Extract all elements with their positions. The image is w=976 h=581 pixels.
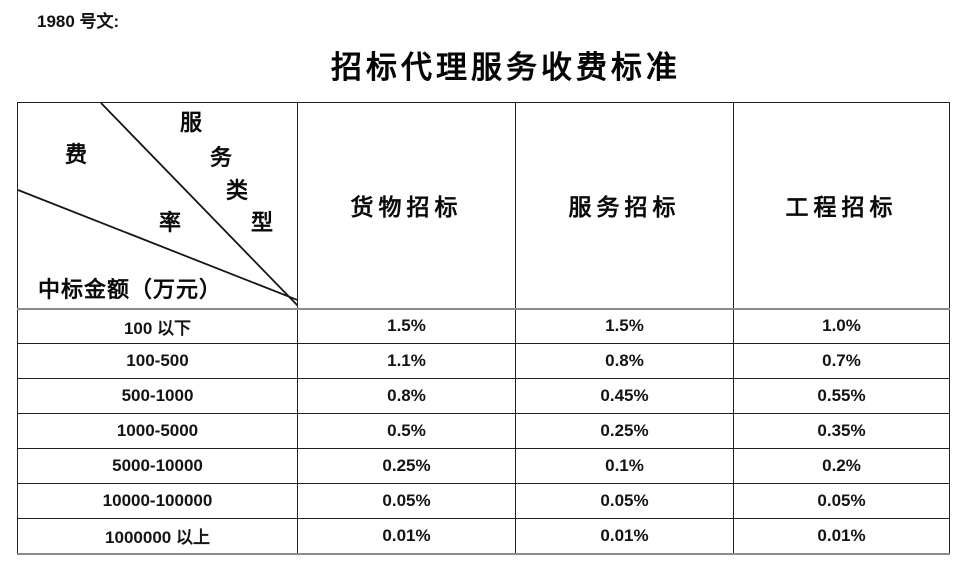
amount-range-cell: 5000-10000	[17, 448, 298, 484]
column-header-goods: 货物招标	[297, 102, 516, 310]
amount-range-cell: 500-1000	[17, 378, 298, 414]
diagonal-lines	[18, 103, 297, 306]
table-row: 100-500 1.1% 0.8% 0.7%	[17, 343, 950, 379]
table-row: 500-1000 0.8% 0.45% 0.55%	[17, 378, 950, 414]
corner-label-service-type-char: 型	[251, 210, 274, 235]
corner-amount-axis-label: 中标金额（万元）	[38, 277, 223, 302]
table-row: 10000-100000 0.05% 0.05% 0.05%	[17, 483, 950, 519]
goods-rate-cell: 0.25%	[297, 448, 516, 484]
table-row: 5000-10000 0.25% 0.1% 0.2%	[17, 448, 950, 484]
amount-range-cell: 10000-100000	[17, 483, 298, 519]
page-title: 招标代理服务收费标准	[331, 50, 681, 85]
fee-standard-table: 服 务 类 型 费 率 中标金额（万元） 货物招标 服务招标 工程招标 100 …	[17, 102, 950, 555]
corner-label-service-type-char: 服	[180, 110, 203, 135]
goods-rate-cell: 1.5%	[297, 308, 516, 344]
corner-label-service-type-char: 务	[210, 145, 233, 170]
service-rate-cell: 0.25%	[515, 413, 734, 449]
amount-range-cell: 1000000 以上	[17, 518, 298, 555]
goods-rate-cell: 1.1%	[297, 343, 516, 379]
goods-rate-cell: 0.05%	[297, 483, 516, 519]
service-rate-cell: 0.8%	[515, 343, 734, 379]
column-header-engineering: 工程招标	[733, 102, 950, 310]
document-ref-label: 1980 号文:	[37, 12, 120, 31]
amount-range-cell: 1000-5000	[17, 413, 298, 449]
diagonal-corner-cell: 服 务 类 型 费 率 中标金额（万元）	[17, 102, 298, 310]
corner-label-fee-rate-char: 率	[159, 210, 182, 235]
goods-rate-cell: 0.01%	[297, 518, 516, 555]
service-rate-cell: 0.01%	[515, 518, 734, 555]
service-rate-cell: 0.45%	[515, 378, 734, 414]
engineering-rate-cell: 0.35%	[733, 413, 950, 449]
goods-rate-cell: 0.5%	[297, 413, 516, 449]
engineering-rate-cell: 0.7%	[733, 343, 950, 379]
corner-label-service-type-char: 类	[226, 178, 249, 203]
table-row: 1000000 以上 0.01% 0.01% 0.01%	[17, 518, 950, 555]
amount-range-cell: 100-500	[17, 343, 298, 379]
service-rate-cell: 1.5%	[515, 308, 734, 344]
service-rate-cell: 0.05%	[515, 483, 734, 519]
table-row: 1000-5000 0.5% 0.25% 0.35%	[17, 413, 950, 449]
engineering-rate-cell: 0.55%	[733, 378, 950, 414]
goods-rate-cell: 0.8%	[297, 378, 516, 414]
amount-range-cell: 100 以下	[17, 308, 298, 344]
engineering-rate-cell: 0.05%	[733, 483, 950, 519]
table-header-row: 服 务 类 型 费 率 中标金额（万元） 货物招标 服务招标 工程招标	[17, 102, 950, 310]
service-rate-cell: 0.1%	[515, 448, 734, 484]
table-row: 100 以下 1.5% 1.5% 1.0%	[17, 308, 950, 344]
engineering-rate-cell: 0.01%	[733, 518, 950, 555]
column-header-service: 服务招标	[515, 102, 734, 310]
engineering-rate-cell: 1.0%	[733, 308, 950, 344]
corner-label-fee-rate-char: 费	[65, 142, 88, 167]
engineering-rate-cell: 0.2%	[733, 448, 950, 484]
